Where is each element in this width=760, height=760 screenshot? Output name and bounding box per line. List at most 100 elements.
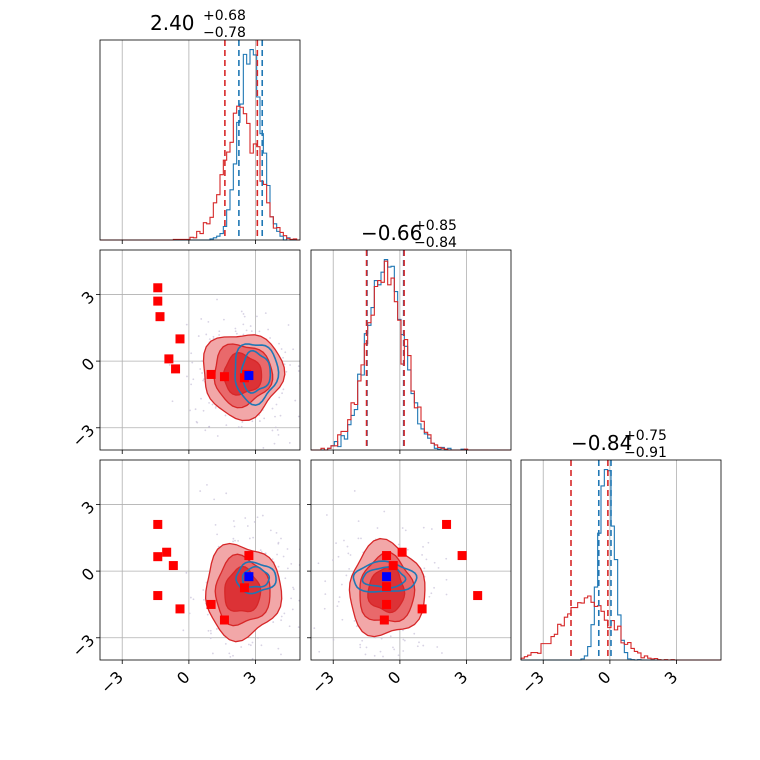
sample-point <box>292 586 294 589</box>
sample-point <box>430 528 433 530</box>
sample-point <box>402 629 404 632</box>
sample-point <box>338 596 341 599</box>
sample-point <box>203 378 205 381</box>
x-tick-label: 3 <box>240 667 261 688</box>
sample-point <box>229 656 232 658</box>
sample-point <box>242 313 245 315</box>
sample-point <box>224 642 227 645</box>
sample-point <box>360 537 362 540</box>
sample-point <box>361 639 364 642</box>
sample-point <box>185 571 188 574</box>
sample-point <box>185 323 188 326</box>
sample-point <box>365 646 368 649</box>
sample-point <box>291 608 294 611</box>
sample-point <box>278 396 281 399</box>
marker-red-square <box>175 334 185 344</box>
sample-point <box>397 543 400 546</box>
sample-point <box>199 368 202 370</box>
joint-content <box>313 490 483 709</box>
sample-point <box>388 707 390 709</box>
sample-point <box>335 542 337 545</box>
sample-point <box>288 625 291 628</box>
sample-point <box>263 417 266 420</box>
sample-point <box>252 536 255 539</box>
sample-point <box>242 333 245 336</box>
sample-point <box>240 310 243 313</box>
sample-point <box>214 406 217 409</box>
marker-red-square <box>164 354 174 364</box>
sample-point <box>392 646 394 649</box>
sample-point <box>282 356 284 359</box>
sample-point <box>336 605 339 608</box>
sample-point <box>211 652 214 655</box>
marker-red-square <box>473 591 483 601</box>
contour-blue-inner <box>241 565 271 588</box>
title-value: −0.66 <box>361 221 422 245</box>
sample-point <box>282 555 285 558</box>
sample-point <box>304 577 306 579</box>
sample-point <box>229 674 231 676</box>
marker-red-square <box>153 296 163 306</box>
marker-red-square <box>388 561 398 571</box>
sample-point <box>292 348 295 351</box>
marginal-panel-2: −0.66+0.85−0.84 <box>310 218 512 454</box>
sample-point <box>347 552 350 555</box>
sample-point <box>428 595 431 598</box>
sample-point <box>282 388 285 391</box>
marker-red-square <box>442 519 452 529</box>
joint-panel-3: −3 0 3 <box>307 459 512 709</box>
sample-point <box>277 647 280 650</box>
sample-point <box>208 425 211 428</box>
sample-point <box>213 498 216 501</box>
sample-point <box>290 597 292 600</box>
marker-red-square <box>379 615 389 625</box>
sample-point <box>278 342 280 345</box>
sample-point <box>223 318 225 321</box>
sample-point <box>305 424 307 426</box>
joint-content <box>153 483 306 676</box>
sample-point <box>425 558 428 561</box>
marker-red-square <box>206 599 216 609</box>
sample-point <box>324 593 327 596</box>
sample-point <box>192 598 195 601</box>
sample-point <box>188 612 191 615</box>
sample-point <box>309 401 311 403</box>
sample-point <box>418 641 420 644</box>
sample-point <box>285 370 288 373</box>
sample-point <box>283 612 286 615</box>
sample-point <box>248 643 250 646</box>
sample-point <box>413 632 416 635</box>
sample-point <box>267 328 270 331</box>
sample-point <box>402 638 405 641</box>
sample-point <box>259 549 262 552</box>
x-tick-label: 0 <box>594 667 615 688</box>
sample-point <box>246 525 249 527</box>
sample-point <box>208 338 211 341</box>
marker-red-square <box>219 615 229 625</box>
sample-point <box>406 548 409 551</box>
sample-point <box>297 415 300 418</box>
sample-point <box>422 644 425 647</box>
sample-point <box>286 567 289 570</box>
marker-red-square <box>382 599 392 609</box>
sample-point <box>209 637 212 640</box>
sample-point <box>283 363 286 366</box>
marker-red-square <box>244 551 254 561</box>
sample-point <box>353 620 356 622</box>
marker-red-square <box>168 561 178 571</box>
sample-point <box>211 403 214 406</box>
sample-point <box>228 652 231 655</box>
marginal-panel-3: −3 0 3 −0.84+0.75−0.91 <box>518 428 722 698</box>
sample-point <box>269 337 271 339</box>
sample-point <box>264 312 267 315</box>
marginal-panel-1: 2.40 +0.68−0.78 <box>99 8 301 244</box>
title-value: 2.40 <box>150 11 195 35</box>
sample-point <box>202 409 205 412</box>
sample-point <box>317 562 320 565</box>
sample-point <box>318 650 321 653</box>
sample-point <box>316 330 318 332</box>
sample-point <box>228 663 230 665</box>
sample-point <box>357 537 360 540</box>
sample-point <box>445 578 448 581</box>
